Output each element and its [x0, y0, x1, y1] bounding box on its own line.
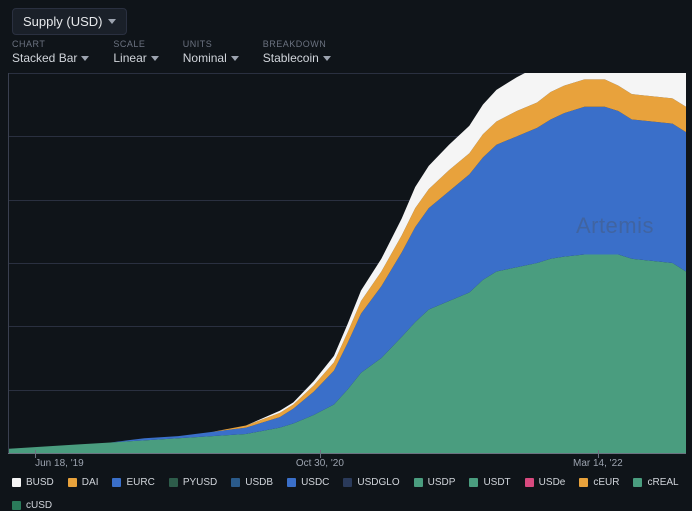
control-units[interactable]: UNITS Nominal: [183, 39, 239, 65]
legend-label: DAI: [82, 477, 99, 488]
metric-selector[interactable]: Supply (USD): [12, 8, 127, 35]
legend-swatch: [633, 478, 642, 487]
chart-area: Artemis: [8, 73, 686, 453]
legend-label: USDP: [428, 477, 456, 488]
legend-swatch: [68, 478, 77, 487]
legend-swatch: [112, 478, 121, 487]
legend-item[interactable]: USDP: [414, 477, 456, 488]
legend-swatch: [169, 478, 178, 487]
legend-label: USDT: [483, 477, 510, 488]
legend-swatch: [525, 478, 534, 487]
legend-swatch: [12, 501, 21, 510]
legend-item[interactable]: cUSD: [12, 500, 52, 511]
x-axis: Jun 18, '19 Oct 30, '20 Mar 14, '22: [8, 453, 686, 471]
legend-label: BUSD: [26, 477, 54, 488]
metric-label: Supply (USD): [23, 14, 102, 29]
x-axis-label: Jun 18, '19: [35, 458, 84, 469]
legend-item[interactable]: cEUR: [579, 477, 619, 488]
control-chart[interactable]: CHART Stacked Bar: [12, 39, 89, 65]
legend-item[interactable]: DAI: [68, 477, 99, 488]
control-value: Stacked Bar: [12, 51, 89, 65]
legend-item[interactable]: USDe: [525, 477, 566, 488]
control-scale[interactable]: SCALE Linear: [113, 39, 158, 65]
control-breakdown[interactable]: BREAKDOWN Stablecoin: [263, 39, 331, 65]
legend-item[interactable]: USDT: [469, 477, 510, 488]
legend-label: EURC: [126, 477, 154, 488]
legend-swatch: [469, 478, 478, 487]
legend-label: USDGLO: [357, 477, 399, 488]
legend-label: cEUR: [593, 477, 619, 488]
legend-swatch: [231, 478, 240, 487]
x-axis-label: Mar 14, '22: [573, 458, 623, 469]
legend-item[interactable]: USDC: [287, 477, 329, 488]
chart-controls: CHART Stacked Bar SCALE Linear UNITS Nom…: [0, 39, 692, 73]
legend-item[interactable]: EURC: [112, 477, 154, 488]
legend-label: USDC: [301, 477, 329, 488]
control-value: Linear: [113, 51, 158, 65]
chart-legend: BUSD DAI EURC PYUSD USDB USDC USDGLO USDP USDT US…: [0, 471, 692, 511]
chevron-down-icon: [231, 56, 239, 61]
legend-swatch: [343, 478, 352, 487]
control-label: BREAKDOWN: [263, 39, 331, 49]
legend-item[interactable]: USDGLO: [343, 477, 399, 488]
legend-item[interactable]: USDB: [231, 477, 273, 488]
legend-label: USDe: [539, 477, 566, 488]
control-label: UNITS: [183, 39, 239, 49]
legend-item[interactable]: PYUSD: [169, 477, 217, 488]
legend-swatch: [579, 478, 588, 487]
chart-svg: [9, 73, 686, 453]
watermark: Artemis: [576, 213, 654, 239]
control-value: Nominal: [183, 51, 239, 65]
legend-swatch: [287, 478, 296, 487]
legend-label: USDB: [245, 477, 273, 488]
legend-swatch: [12, 478, 21, 487]
chevron-down-icon: [81, 56, 89, 61]
legend-item[interactable]: cREAL: [633, 477, 678, 488]
legend-item[interactable]: BUSD: [12, 477, 54, 488]
chevron-down-icon: [151, 56, 159, 61]
legend-label: cUSD: [26, 500, 52, 511]
control-label: CHART: [12, 39, 89, 49]
legend-label: cREAL: [647, 477, 678, 488]
chevron-down-icon: [323, 56, 331, 61]
legend-label: PYUSD: [183, 477, 217, 488]
control-value: Stablecoin: [263, 51, 331, 65]
chevron-down-icon: [108, 19, 116, 24]
x-axis-label: Oct 30, '20: [296, 458, 344, 469]
control-label: SCALE: [113, 39, 158, 49]
legend-swatch: [414, 478, 423, 487]
